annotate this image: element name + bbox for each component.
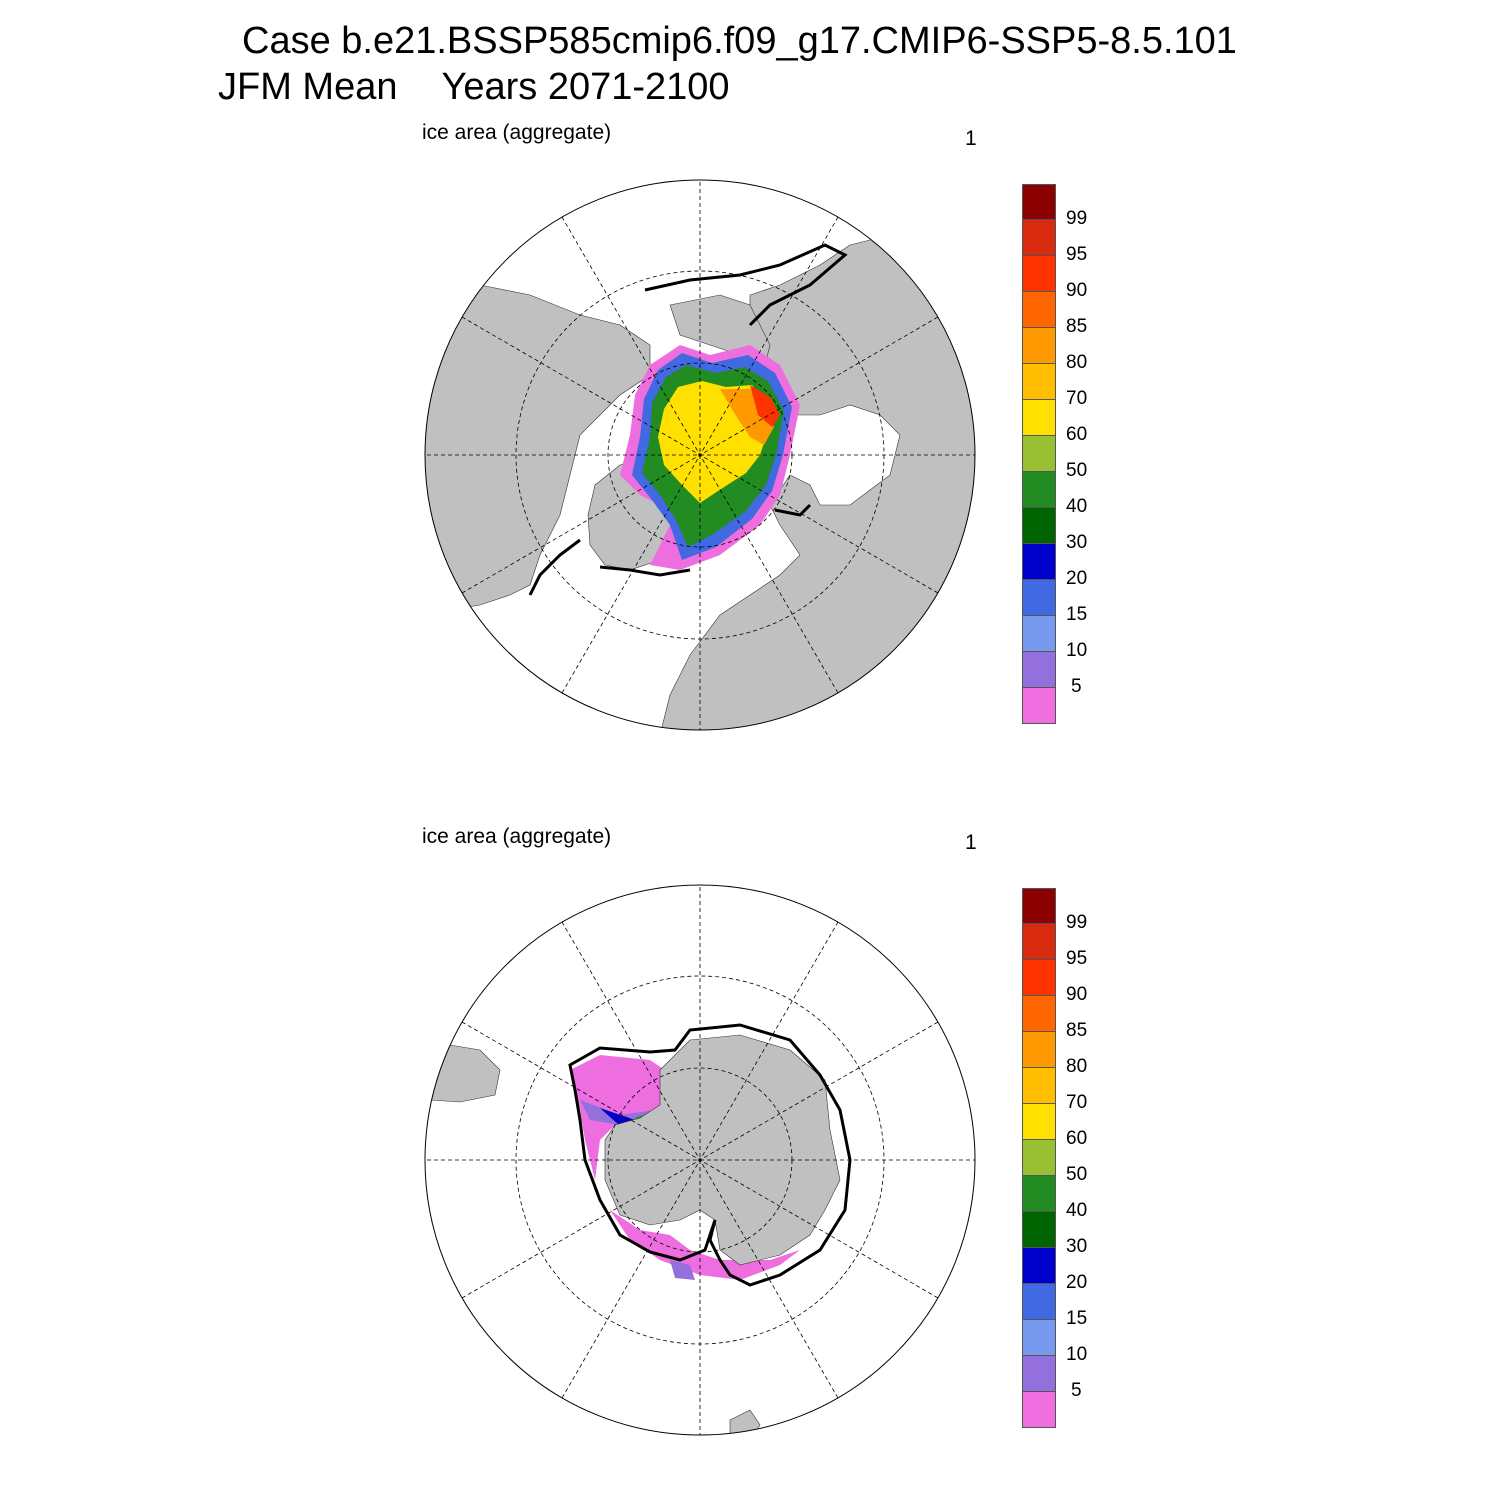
colorbar-tick-label: 40 <box>1066 1200 1088 1221</box>
colorbar-tick-label: 5 <box>1071 1380 1082 1401</box>
panel-1-number: 1 <box>965 127 977 150</box>
arctic-map <box>424 179 976 731</box>
colorbar-swatch <box>1022 1356 1056 1392</box>
colorbar-swatch <box>1022 256 1056 292</box>
antarctic-ice-low <box>570 1055 800 1280</box>
colorbar-tick-label: 95 <box>1066 948 1088 969</box>
colorbar-swatch <box>1022 508 1056 544</box>
colorbar-swatch <box>1022 472 1056 508</box>
colorbar-swatch <box>1022 1392 1056 1428</box>
colorbar-south <box>1022 888 1056 1428</box>
colorbar-tick-label: 30 <box>1066 1236 1088 1257</box>
colorbar-tick-label: 30 <box>1066 532 1088 553</box>
colorbar-tick-label: 10 <box>1066 640 1088 661</box>
colorbar-tick-label: 10 <box>1066 1344 1088 1365</box>
colorbar-north <box>1022 184 1056 724</box>
colorbar-swatch <box>1022 1248 1056 1284</box>
colorbar-swatch <box>1022 364 1056 400</box>
colorbar-swatch <box>1022 220 1056 256</box>
colorbar-swatch <box>1022 996 1056 1032</box>
colorbar-swatch <box>1022 888 1056 924</box>
arctic-ice-red <box>750 385 780 427</box>
colorbar-tick-label: 95 <box>1066 244 1088 265</box>
colorbar-tick-label: 20 <box>1066 568 1088 589</box>
colorbar-swatch <box>1022 924 1056 960</box>
panel-2-number: 1 <box>965 831 977 854</box>
colorbar-swatch <box>1022 1320 1056 1356</box>
colorbar-swatch <box>1022 400 1056 436</box>
antarctic-map <box>424 884 976 1436</box>
colorbar-tick-label: 20 <box>1066 1272 1088 1293</box>
colorbar-swatch <box>1022 1176 1056 1212</box>
colorbar-tick-label: 80 <box>1066 352 1088 373</box>
panel-2-label: ice area (aggregate) <box>422 825 612 848</box>
antarctic-ice-purple <box>580 1100 695 1280</box>
plot-title-period: JFM Mean Years 2071-2100 <box>218 66 730 109</box>
colorbar-swatch <box>1022 580 1056 616</box>
colorbar-tick-label: 99 <box>1066 208 1088 229</box>
colorbar-tick-label: 90 <box>1066 984 1088 1005</box>
colorbar-tick-label: 99 <box>1066 912 1088 933</box>
colorbar-swatch <box>1022 436 1056 472</box>
colorbar-swatch <box>1022 688 1056 724</box>
colorbar-tick-label: 15 <box>1066 604 1088 625</box>
colorbar-swatch <box>1022 292 1056 328</box>
antarctica-land <box>604 1034 841 1266</box>
colorbar-swatch <box>1022 328 1056 364</box>
colorbar-tick-label: 90 <box>1066 280 1088 301</box>
north-america-land <box>425 284 651 616</box>
colorbar-swatch <box>1022 1212 1056 1248</box>
colorbar-swatch <box>1022 1140 1056 1176</box>
colorbar-tick-label: 70 <box>1066 1092 1088 1113</box>
colorbar-tick-label: 60 <box>1066 424 1088 445</box>
colorbar-swatch <box>1022 652 1056 688</box>
arctic-observed-extent <box>528 243 848 596</box>
colorbar-swatch <box>1022 1068 1056 1104</box>
colorbar-tick-label: 70 <box>1066 388 1088 409</box>
colorbar-tick-label: 40 <box>1066 496 1088 517</box>
plot-title-case: Case b.e21.BSSP585cmip6.f09_g17.CMIP6-SS… <box>242 20 1237 62</box>
colorbar-swatch <box>1022 1032 1056 1068</box>
colorbar-tick-label: 85 <box>1066 1020 1088 1041</box>
colorbar-tick-label: 15 <box>1066 1308 1088 1329</box>
colorbar-tick-label: 50 <box>1066 460 1088 481</box>
colorbar-swatch <box>1022 1284 1056 1320</box>
colorbar-swatch <box>1022 184 1056 220</box>
colorbar-tick-label: 60 <box>1066 1128 1088 1149</box>
colorbar-tick-label: 85 <box>1066 316 1088 337</box>
years-label: Years 2071-2100 <box>441 66 730 108</box>
colorbar-swatch <box>1022 616 1056 652</box>
panel-1-label: ice area (aggregate) <box>422 121 612 144</box>
antarctic-observed-extent <box>568 1023 852 1287</box>
colorbar-swatch <box>1022 960 1056 996</box>
colorbar-tick-label: 50 <box>1066 1164 1088 1185</box>
season-label: JFM Mean <box>218 66 398 108</box>
colorbar-swatch <box>1022 544 1056 580</box>
colorbar-tick-label: 80 <box>1066 1056 1088 1077</box>
colorbar-swatch <box>1022 1104 1056 1140</box>
colorbar-tick-label: 5 <box>1071 676 1082 697</box>
